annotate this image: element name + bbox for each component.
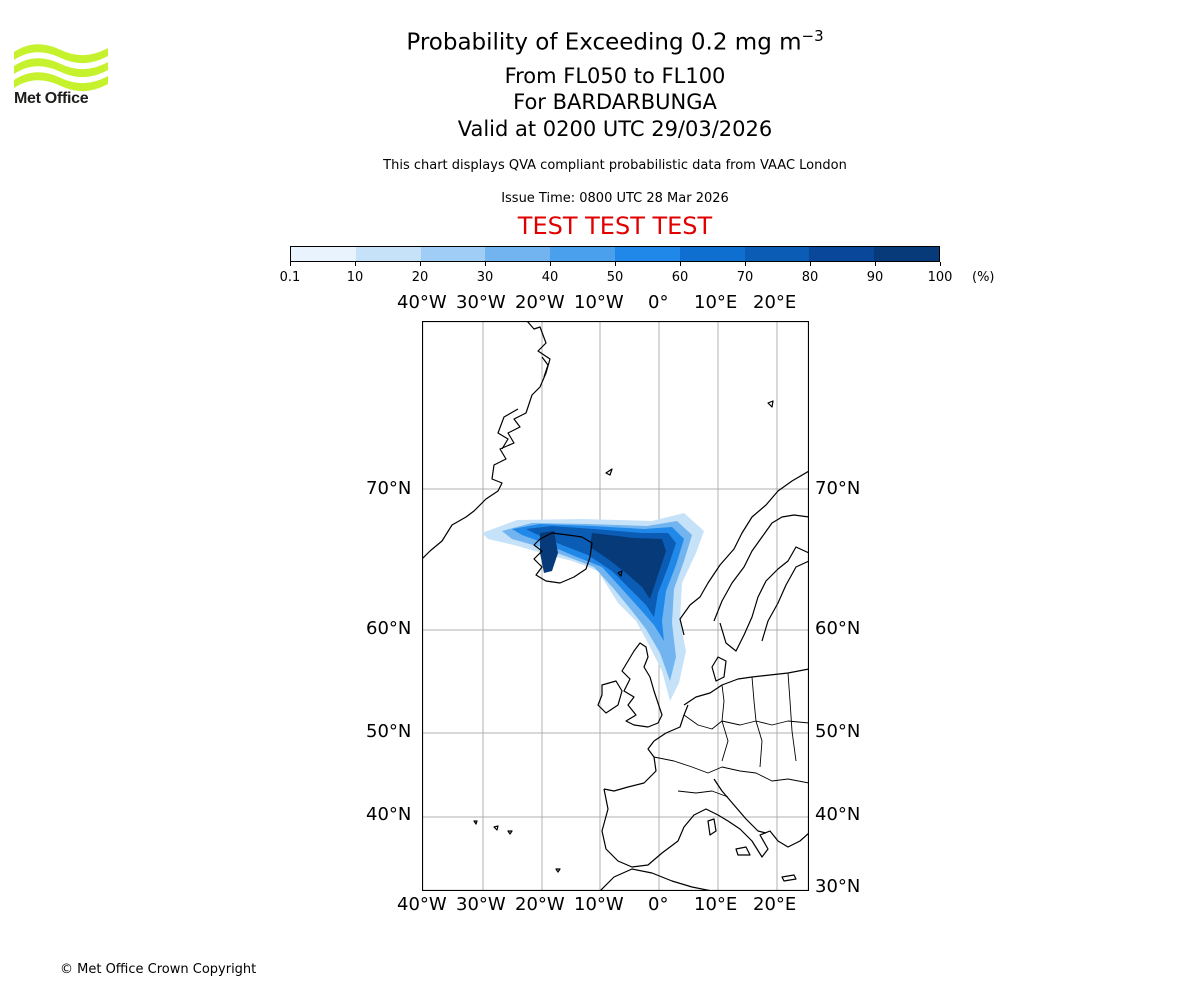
lat-label-right: 50°N — [815, 721, 861, 742]
lon-label-bottom: 30°W — [456, 894, 506, 915]
lat-label-left: 40°N — [366, 804, 412, 825]
lon-label-bottom: 40°W — [397, 894, 447, 915]
valid-time: Valid at 0200 UTC 29/03/2026 — [457, 117, 773, 141]
colorbar-tick-mark — [355, 262, 356, 266]
issue-time: Issue Time: 0800 UTC 28 Mar 2026 — [501, 191, 729, 206]
colorbar-swatch — [291, 247, 356, 261]
colorbar-tick-mark — [485, 262, 486, 266]
colorbar-tick-mark — [290, 262, 291, 266]
chart-description: This chart displays QVA compliant probab… — [383, 158, 847, 173]
colorbar-tick-mark — [810, 262, 811, 266]
lon-label-bottom: 0° — [648, 894, 669, 915]
colorbar-swatch — [420, 247, 486, 261]
lat-label-right: 40°N — [815, 804, 861, 825]
lat-label-left: 70°N — [366, 478, 412, 499]
map-frame — [422, 321, 809, 891]
lon-label-top: 30°W — [456, 292, 506, 313]
colorbar-swatch — [355, 247, 421, 261]
flight-levels: From FL050 to FL100 — [504, 64, 726, 88]
lat-label-left: 60°N — [366, 618, 412, 639]
colorbar-tick-mark — [680, 262, 681, 266]
colorbar-tick-mark — [745, 262, 746, 266]
colorbar-tick-label: 80 — [801, 270, 819, 285]
colorbar-swatch — [550, 247, 615, 261]
colorbar-tick-mark — [420, 262, 421, 266]
colorbar-tick-label: 30 — [476, 270, 494, 285]
colorbar-tick-label: 40 — [541, 270, 559, 285]
colorbar-swatch — [485, 247, 551, 261]
colorbar-swatch — [744, 247, 810, 261]
coastlines — [422, 321, 809, 891]
colorbar-tick-label: 60 — [671, 270, 689, 285]
lon-label-top: 10°E — [694, 292, 738, 313]
copyright: © Met Office Crown Copyright — [60, 962, 257, 977]
lon-label-top: 40°W — [397, 292, 447, 313]
colorbar-tick-label: 20 — [411, 270, 429, 285]
colorbar-tick-mark — [875, 262, 876, 266]
colorbar-unit: (%) — [972, 270, 995, 285]
met-office-waves-icon — [14, 44, 108, 92]
lon-label-bottom: 20°W — [515, 894, 565, 915]
ash-probability-map — [422, 321, 809, 891]
volcano-name: For BARDARBUNGA — [513, 90, 717, 114]
lon-label-top: 20°E — [753, 292, 797, 313]
lat-label-right: 30°N — [815, 876, 861, 897]
lon-label-bottom: 20°E — [753, 894, 797, 915]
colorbar-swatch — [809, 247, 875, 261]
test-banner: TEST TEST TEST — [517, 212, 713, 240]
colorbar-tick-label: 90 — [866, 270, 884, 285]
colorbar-swatch — [679, 247, 745, 261]
ash-plume — [482, 513, 704, 701]
colorbar-tick-label: 10 — [346, 270, 364, 285]
lat-label-left: 50°N — [366, 721, 412, 742]
colorbar-swatch — [614, 247, 680, 261]
lat-label-right: 60°N — [815, 618, 861, 639]
lon-label-top: 0° — [648, 292, 669, 313]
probability-colorbar — [290, 246, 940, 262]
lon-label-bottom: 10°W — [574, 894, 624, 915]
colorbar-tick-label: 0.1 — [279, 270, 301, 285]
colorbar-swatch — [874, 247, 939, 261]
lon-label-top: 10°W — [574, 292, 624, 313]
colorbar-tick-label: 50 — [606, 270, 624, 285]
colorbar-tick-label: 70 — [736, 270, 754, 285]
chart-title: Probability of Exceeding 0.2 mg m−3 — [406, 27, 824, 56]
colorbar-tick-mark — [550, 262, 551, 266]
logo-wordmark: Met Office — [14, 90, 89, 107]
colorbar-tick-mark — [940, 262, 941, 266]
lon-label-top: 20°W — [515, 292, 565, 313]
lat-label-right: 70°N — [815, 478, 861, 499]
colorbar-tick-mark — [615, 262, 616, 266]
lon-label-bottom: 10°E — [694, 894, 738, 915]
colorbar-tick-label: 100 — [927, 270, 953, 285]
